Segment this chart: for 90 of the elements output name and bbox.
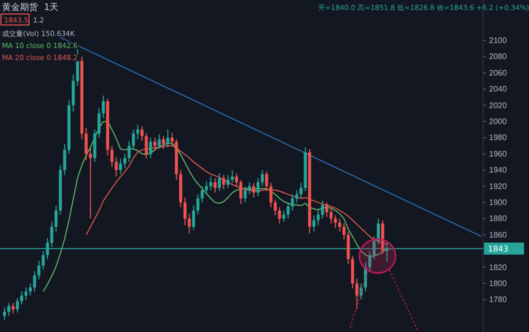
candlestick	[295, 190, 298, 203]
candlestick	[42, 250, 45, 270]
candlestick	[140, 126, 144, 142]
y-tick-label: 2080	[489, 52, 508, 62]
y-tick-label: 1880	[489, 214, 508, 224]
candlestick	[312, 214, 316, 232]
candlestick	[334, 214, 337, 229]
candlestick	[114, 156, 118, 178]
candlestick	[3, 307, 6, 320]
candlestick	[88, 146, 92, 220]
candlestick	[248, 182, 251, 195]
chart-subtitle: 1天	[44, 2, 59, 13]
candlestick	[260, 170, 264, 187]
candlestick	[269, 182, 272, 208]
candlestick	[110, 145, 114, 168]
candlestick	[316, 210, 320, 226]
y-tick-label: 2000	[489, 117, 508, 126]
candlestick	[265, 171, 268, 192]
candlestick	[37, 260, 40, 280]
candlestick	[282, 210, 286, 222]
candlestick	[54, 205, 58, 232]
candlestick	[368, 250, 372, 272]
y-tick-label: 2060	[489, 68, 508, 78]
candlestick	[355, 278, 358, 310]
y-tick-label: 1800	[489, 278, 508, 288]
candlestick	[300, 182, 303, 199]
y-tick-label: 1780	[489, 295, 508, 304]
candlestick	[166, 129, 170, 148]
candlestick	[192, 205, 196, 230]
candlestick	[24, 286, 28, 300]
candlestick	[244, 186, 247, 203]
candlestick	[226, 174, 230, 188]
candlestick	[98, 108, 101, 138]
candlestick	[214, 178, 217, 194]
candlestick	[7, 302, 10, 316]
candlestick	[239, 179, 242, 205]
candlestick	[12, 302, 15, 314]
ref-line-label: 1843	[488, 244, 508, 254]
candlestick	[63, 144, 66, 176]
y-tick-label: 2100	[489, 36, 508, 46]
candlestick	[230, 170, 234, 184]
candlestick	[28, 282, 32, 296]
y-tick-label: 1860	[489, 230, 508, 240]
candlestick	[342, 222, 346, 240]
candlestick	[162, 136, 166, 150]
chart-title: 黄金期货	[2, 2, 38, 13]
candlestick	[153, 137, 156, 152]
candlestick	[278, 206, 282, 224]
y-tick-label: 1820	[489, 262, 508, 272]
candlestick	[132, 129, 135, 150]
candlestick	[149, 137, 152, 158]
candlestick	[144, 132, 148, 160]
candlestick	[170, 132, 174, 146]
candlestick	[102, 95, 105, 119]
candlestick	[320, 200, 324, 220]
y-tick-label: 1940	[489, 166, 508, 175]
candlestick	[364, 262, 367, 292]
candlestick	[84, 127, 88, 161]
y-tick-label: 1920	[489, 182, 508, 191]
candlestick	[20, 291, 24, 305]
candlestick	[256, 178, 260, 196]
candlestick	[16, 297, 19, 314]
candlestick	[330, 208, 333, 224]
candlestick	[158, 134, 161, 150]
candlestick	[200, 186, 204, 203]
y-tick-label: 1960	[489, 149, 508, 158]
candlestick	[136, 124, 140, 140]
candlestick	[33, 270, 36, 292]
candlestick	[183, 197, 186, 226]
candlestick	[119, 158, 122, 175]
y-tick-label: 2020	[489, 100, 508, 110]
candlestick	[252, 182, 256, 198]
candlestick	[290, 194, 294, 212]
candlestick	[286, 202, 290, 220]
candlestick	[218, 172, 221, 192]
candlestick	[235, 172, 238, 187]
candlestick	[222, 174, 226, 190]
y-tick-label: 1980	[489, 133, 508, 142]
candlestick	[325, 202, 328, 218]
candlestick	[123, 153, 126, 169]
candlestick	[204, 180, 208, 195]
candlestick	[209, 176, 212, 191]
candlestick	[376, 218, 380, 246]
y-tick-label: 2040	[489, 84, 508, 94]
candlestick	[188, 213, 191, 234]
y-tick-label: 1900	[489, 198, 508, 207]
candlestick	[274, 198, 277, 216]
candlestick	[338, 218, 342, 232]
candlestick	[128, 140, 131, 162]
candlestick	[196, 194, 200, 216]
